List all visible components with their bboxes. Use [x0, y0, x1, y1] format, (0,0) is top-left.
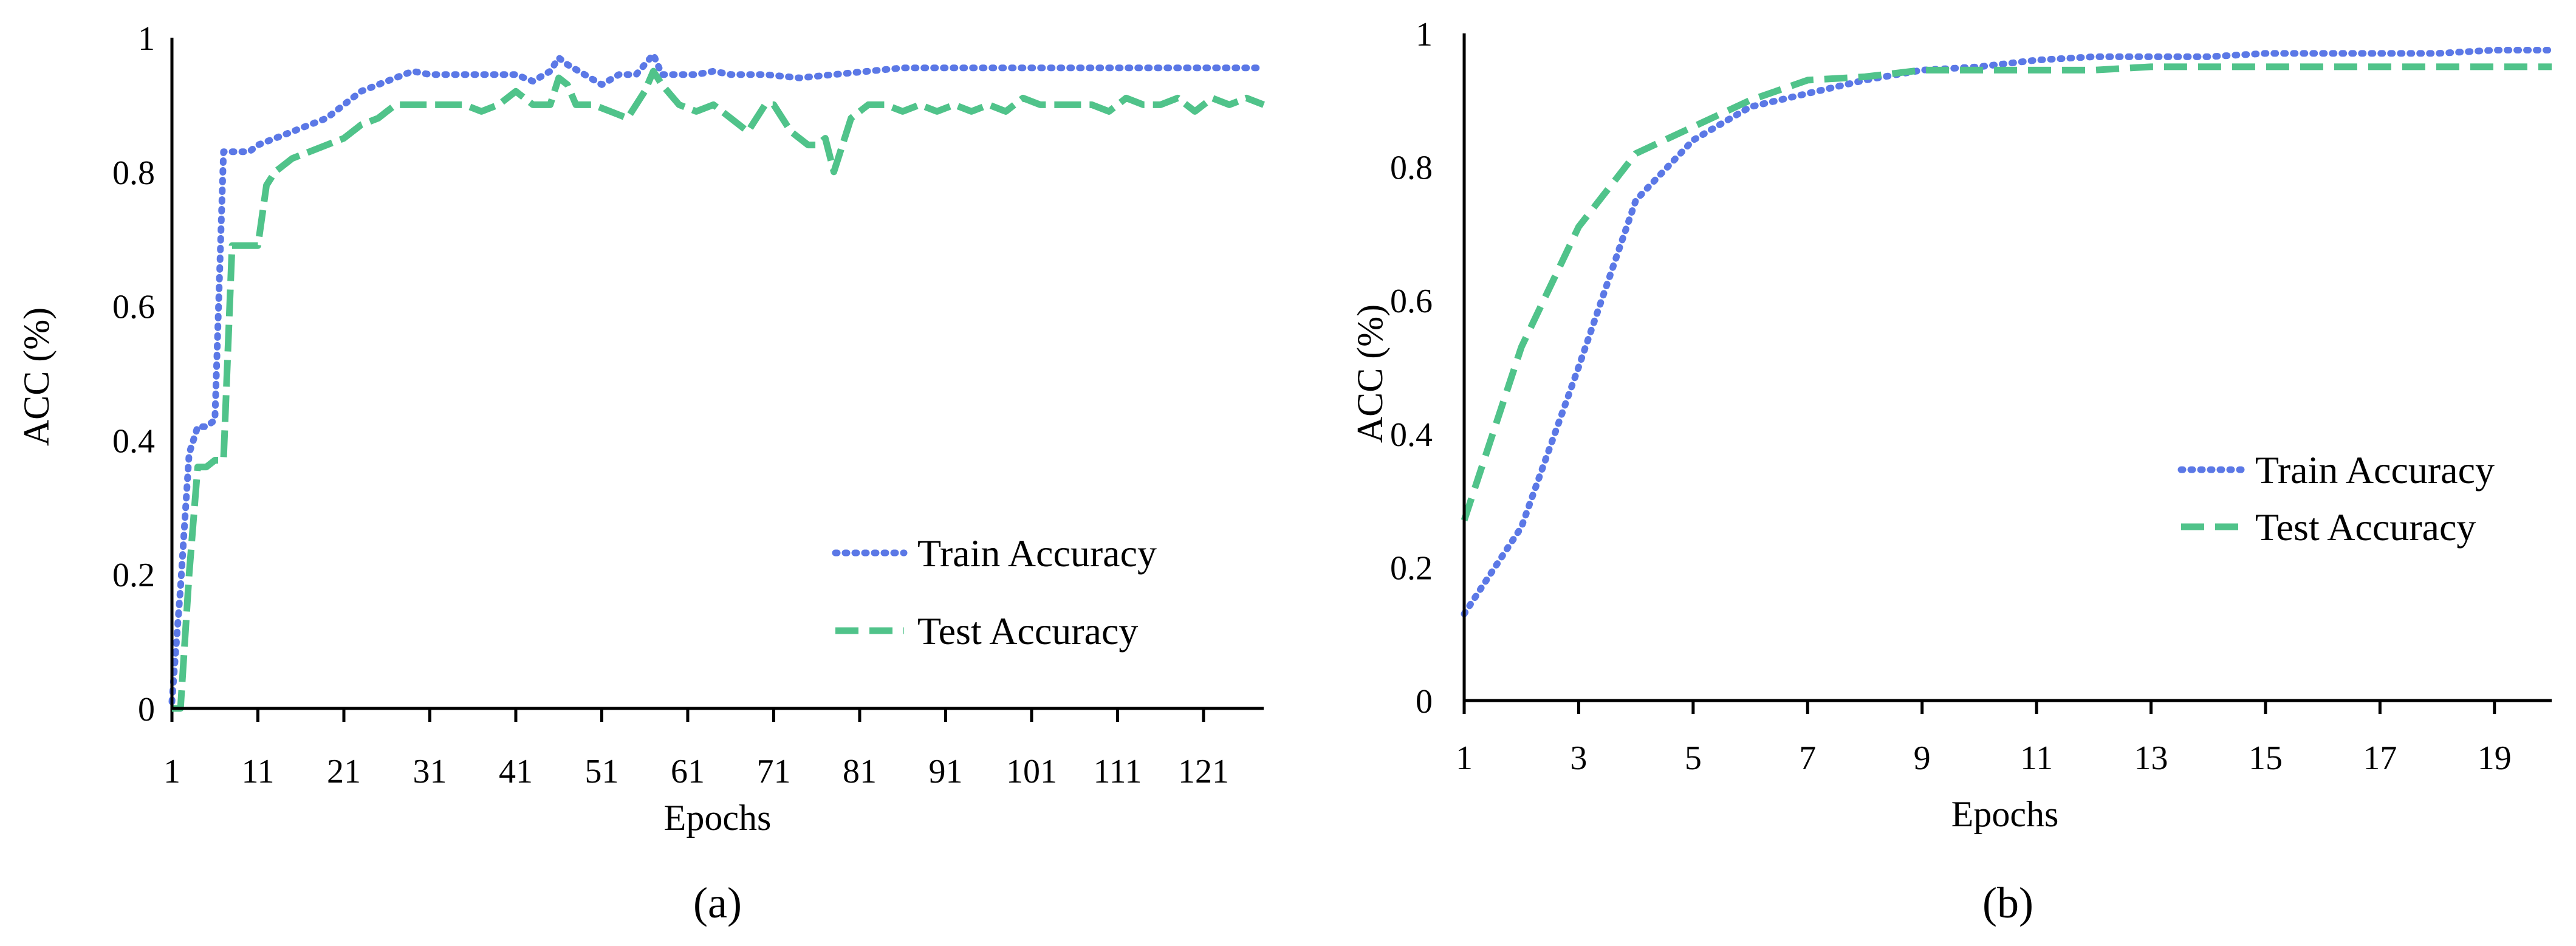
panel-a-chart: ACC (%) 00.20.40.60.81 1 11 21 31 41 51 61 71 81…: [16, 20, 1267, 927]
panel-b-x-tick-label: 7: [1799, 739, 1816, 777]
panel-b-y-tick-label: 0.4: [1390, 416, 1433, 454]
panel-a-series: [168, 51, 1267, 712]
panel-a-x-tick-label: 41: [499, 753, 533, 790]
panel-a-y-tick-label: 0: [138, 691, 155, 728]
panel-b-x-axis-title: Epochs: [1951, 794, 2059, 834]
panel-a-x-tick-label: 51: [584, 753, 618, 790]
panel-a-caption: (a): [693, 879, 742, 927]
panel-b-x-tick-label: 15: [2249, 739, 2283, 777]
panel-b-chart: ACC (%) 00.20.40.60.81 1 3 5 7 9 11 13 15 17 19 E…: [1350, 16, 2555, 927]
panel-a-x-tick-label: 1: [163, 753, 180, 790]
panel-b-y-tick-label: 1: [1416, 16, 1433, 53]
panel-b-y-tick-label: 0.2: [1390, 549, 1433, 587]
panel-a-y-ticks: 0 0.2 0.4 0.6 0.8 1: [112, 20, 155, 728]
panel-b-series: [1461, 47, 2555, 617]
panel-a-x-tick-label: 91: [928, 753, 962, 790]
panel-a-x-tick-label: 101: [1006, 753, 1057, 790]
panel-b-y-axis-title: ACC (%): [1350, 304, 1390, 443]
panel-b-x-tick-label: 13: [2134, 739, 2168, 777]
panel-a-series-test-accuracy-line: [172, 67, 1265, 712]
panel-b-x-tick-label: 17: [2363, 739, 2397, 777]
panel-a-legend: Train Accuracy Test Accuracy: [832, 532, 1157, 653]
panel-b-caption: (b): [1982, 879, 2033, 927]
panel-b-legend-train-label: Train Accuracy: [2255, 448, 2495, 492]
panel-a-y-tick-label: 0.2: [112, 557, 155, 594]
panel-b-x-tick-label: 1: [1456, 739, 1473, 777]
panel-a-y-axis-title: ACC (%): [16, 307, 57, 446]
panel-b-y-tick-label: 0.8: [1390, 149, 1433, 187]
panel-b-series-train-accuracy-line: [1461, 47, 2555, 617]
panel-a-x-axis-title: Epochs: [664, 798, 772, 838]
panel-a-x-tick-label: 71: [756, 753, 790, 790]
panel-b-y-tick-label: 0: [1416, 683, 1433, 721]
panel-a-x-tick-label: 81: [843, 753, 877, 790]
panel-a-x-ticks: 1 11 21 31 41 51 61 71 81 91 101 111 121: [163, 708, 1229, 790]
panel-b-axes: [1462, 33, 2552, 702]
panel-a-y-tick-label: 0.6: [112, 289, 155, 326]
panel-b-x-tick-label: 5: [1685, 739, 1702, 777]
panel-a-x-tick-label: 121: [1178, 753, 1229, 790]
panel-a-series-train-accuracy-line: [168, 51, 1267, 705]
panel-b-series-test-accuracy-line: [1461, 63, 2552, 522]
panel-b-x-tick-label: 11: [2020, 739, 2053, 777]
panel-a-y-tick-label: 0.4: [112, 422, 155, 460]
panel-a-y-tick-label: 1: [138, 20, 155, 58]
panel-a-x-tick-label: 11: [242, 753, 275, 790]
panel-a-legend-test-label: Test Accuracy: [917, 609, 1138, 653]
panel-a-x-tick-label: 111: [1094, 753, 1142, 790]
panel-b-legend-test-label: Test Accuracy: [2255, 506, 2476, 549]
panel-b-x-tick-label: 19: [2478, 739, 2512, 777]
panel-b-y-tick-label: 0.6: [1390, 283, 1433, 320]
panel-b-legend: Train Accuracy Test Accuracy: [2177, 448, 2495, 549]
panel-b-x-ticks: 1 3 5 7 9 11 13 15 17 19: [1456, 701, 2512, 777]
panel-b-x-tick-label: 3: [1570, 739, 1587, 777]
panel-a-axes: [170, 38, 1264, 710]
panel-a-x-tick-label: 61: [671, 753, 705, 790]
panel-a-x-tick-label: 31: [413, 753, 447, 790]
panel-b-y-ticks: 0 0.2 0.4 0.6 0.8 1: [1390, 16, 1433, 721]
panel-b-x-tick-label: 9: [1914, 739, 1931, 777]
panel-a-legend-train-label: Train Accuracy: [917, 532, 1157, 575]
panel-a-y-tick-label: 0.8: [112, 154, 155, 192]
panel-a-x-tick-label: 21: [327, 753, 361, 790]
